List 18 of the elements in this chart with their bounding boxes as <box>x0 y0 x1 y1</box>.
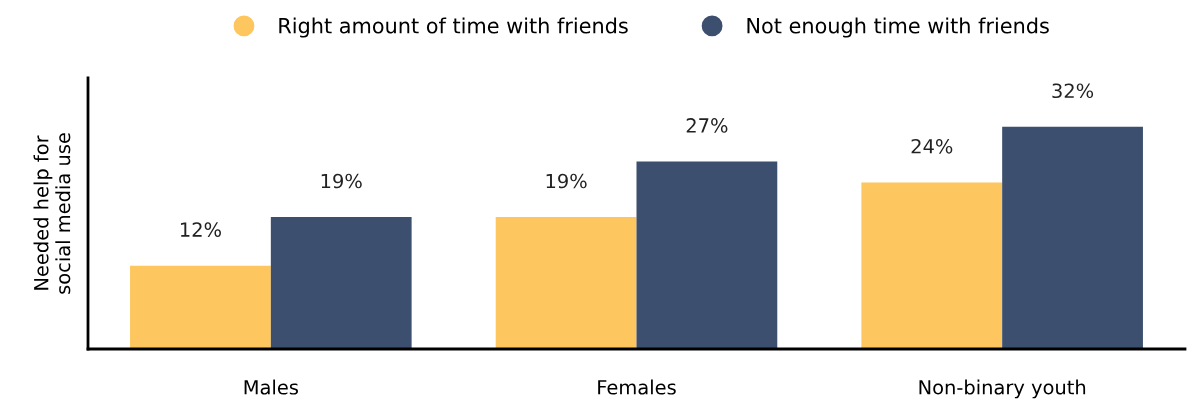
data-label: 32% <box>1052 83 1094 99</box>
data-label: 19% <box>321 173 362 189</box>
data-label: 24% <box>911 138 953 154</box>
data-label: 27% <box>686 118 728 133</box>
legend-label: Not enough time with friends <box>747 17 1049 38</box>
bar <box>130 265 271 349</box>
data-label: 12% <box>180 222 221 237</box>
x-tick-label: Non-binary youth <box>919 379 1086 399</box>
bar <box>636 161 778 349</box>
data-label: 19% <box>546 173 587 189</box>
bar <box>495 217 637 349</box>
bar <box>861 182 1003 349</box>
x-tick-label: Males <box>244 379 298 395</box>
y-axis-title: Needed help for social media use <box>33 133 71 294</box>
x-tick-label: Females <box>598 379 676 395</box>
bar <box>270 217 412 349</box>
legend-label: Right amount of time with friends <box>279 17 628 38</box>
bar <box>1002 126 1143 349</box>
